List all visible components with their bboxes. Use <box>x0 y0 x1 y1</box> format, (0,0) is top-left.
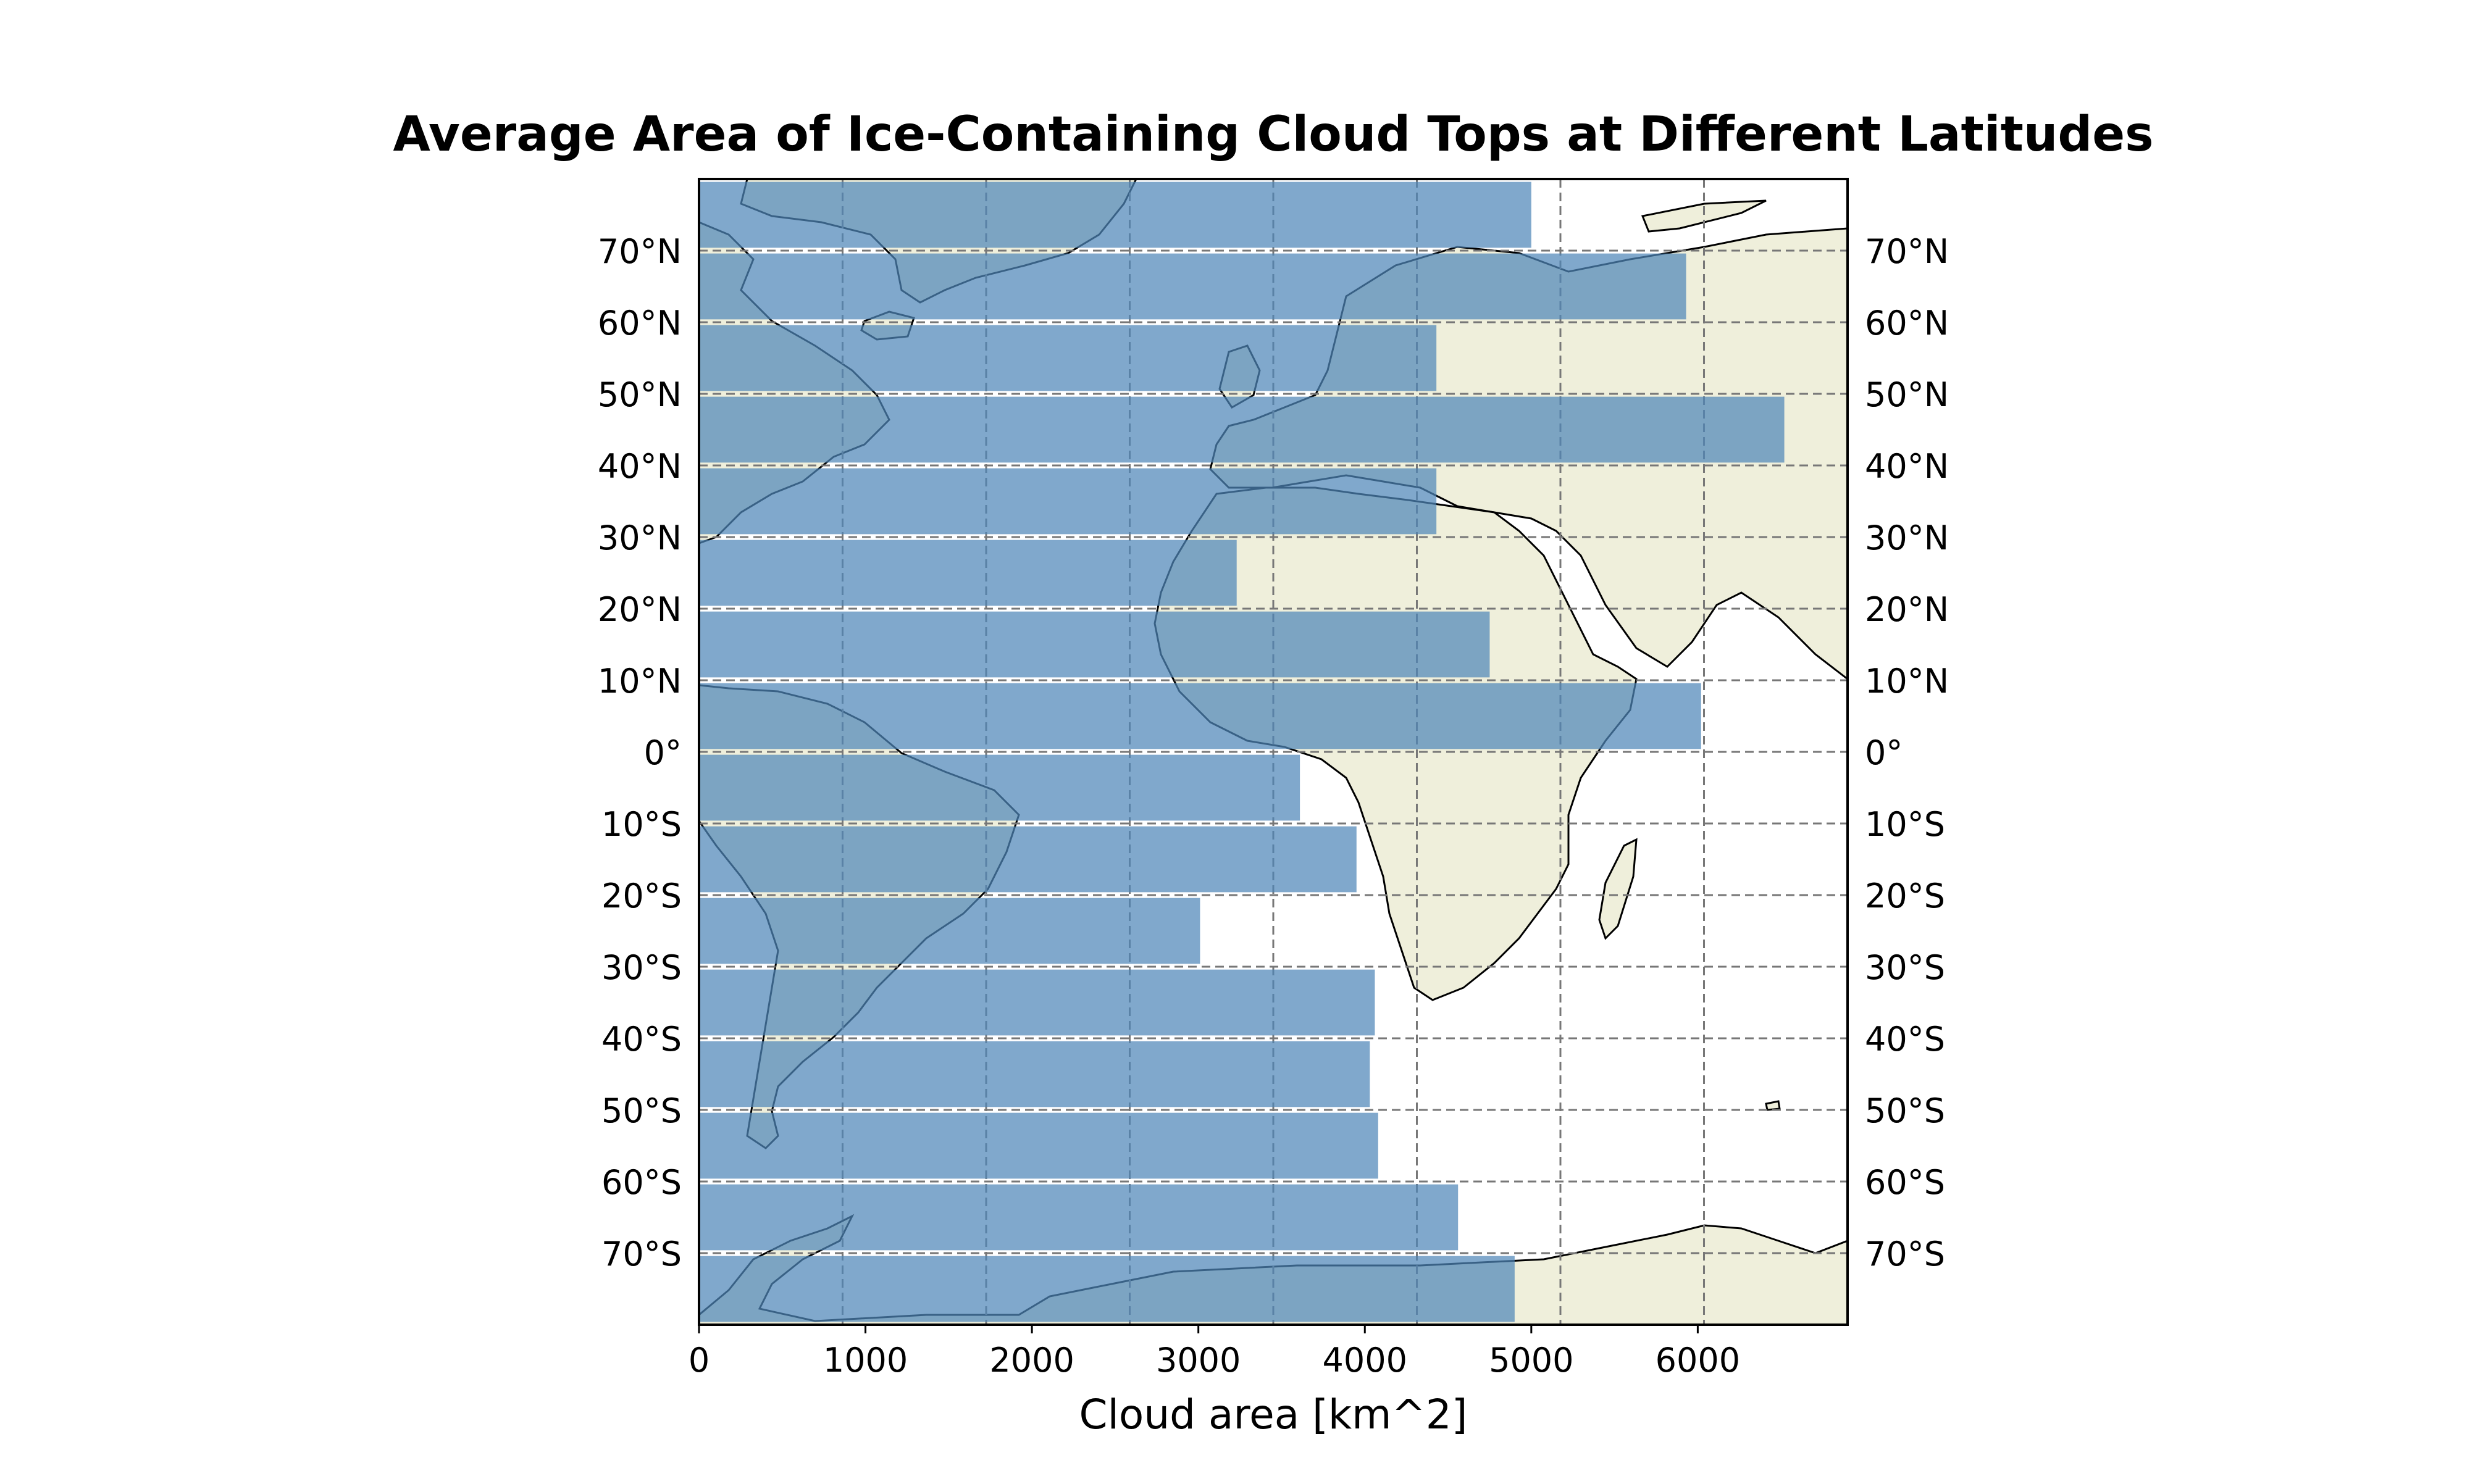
y-tick-label-right: 0° <box>1865 733 1903 772</box>
y-tick-label-left: 70°S <box>601 1235 682 1273</box>
bar <box>699 181 1531 248</box>
y-tick-label-right: 70°S <box>1865 1235 1945 1273</box>
y-tick-label-left: 20°N <box>598 590 682 629</box>
x-axis-label: Cloud area [km^2] <box>1079 1391 1468 1438</box>
x-tick-label: 1000 <box>823 1341 908 1380</box>
y-tick-label-left: 10°N <box>598 662 682 701</box>
bar <box>699 540 1237 606</box>
bar <box>699 754 1300 821</box>
bar <box>699 826 1357 893</box>
y-tick-label-right: 50°S <box>1865 1091 1945 1130</box>
bar <box>699 1112 1378 1179</box>
bar <box>699 683 1701 749</box>
bar <box>699 396 1785 463</box>
plot-frame <box>698 178 1849 1326</box>
bar <box>699 1256 1515 1322</box>
bar <box>699 1184 1459 1251</box>
y-tick-label-right: 60°S <box>1865 1163 1945 1202</box>
x-tick-label: 2000 <box>989 1341 1074 1380</box>
bar <box>699 969 1375 1036</box>
bar <box>699 611 1490 678</box>
bar <box>699 468 1437 535</box>
y-tick-label-right: 60°N <box>1865 304 1949 343</box>
y-tick-label-right: 40°N <box>1865 447 1949 486</box>
y-tick-label-right: 40°S <box>1865 1020 1945 1059</box>
y-tick-label-left: 20°S <box>601 877 682 915</box>
small-island <box>1765 1100 1781 1111</box>
x-tick-label: 3000 <box>1156 1341 1241 1380</box>
y-tick-label-right: 50°N <box>1865 375 1949 414</box>
y-tick-label-right: 10°S <box>1865 805 1945 844</box>
y-tick-label-left: 50°N <box>598 375 682 414</box>
y-tick-label-left: 30°N <box>598 519 682 557</box>
bar <box>699 898 1200 964</box>
y-tick-label-right: 10°N <box>1865 662 1949 701</box>
y-tick-label-right: 30°S <box>1865 948 1945 987</box>
y-tick-label-right: 20°S <box>1865 877 1945 915</box>
y-tick-label-left: 40°N <box>598 447 682 486</box>
x-axis: 0 1000 2000 3000 4000 5000 6000 <box>689 1325 1740 1380</box>
y-tick-label-left: 60°S <box>601 1163 682 1202</box>
y-tick-label-left: 0° <box>644 733 682 772</box>
bar-series <box>699 181 1785 1322</box>
y-tick-label-right: 30°N <box>1865 519 1949 557</box>
y-tick-label-left: 70°N <box>598 232 682 271</box>
bar <box>699 1041 1370 1107</box>
arctic-island <box>1641 199 1767 233</box>
y-tick-label-right: 20°N <box>1865 590 1949 629</box>
bar <box>699 253 1686 320</box>
y-tick-label-left: 50°S <box>601 1091 682 1130</box>
x-tick-label: 4000 <box>1323 1341 1407 1380</box>
x-tick-label: 6000 <box>1656 1341 1740 1380</box>
x-tick-label: 5000 <box>1489 1341 1573 1380</box>
y-tick-label-left: 60°N <box>598 304 682 343</box>
y-tick-label-left: 10°S <box>601 805 682 844</box>
madagascar-landmass <box>1598 838 1638 940</box>
chart-title: Average Area of Ice-Containing Cloud Top… <box>393 107 2153 162</box>
y-tick-label-left: 40°S <box>601 1020 682 1059</box>
y-tick-label-right: 70°N <box>1865 232 1949 271</box>
y-axis: 70°N 70°N 60°N 60°N 50°N 50°N 40°N 40°N 30°N 30°N… <box>598 232 1949 1273</box>
x-tick-label: 0 <box>689 1341 710 1380</box>
bar <box>699 325 1437 391</box>
y-tick-label-left: 30°S <box>601 948 682 987</box>
